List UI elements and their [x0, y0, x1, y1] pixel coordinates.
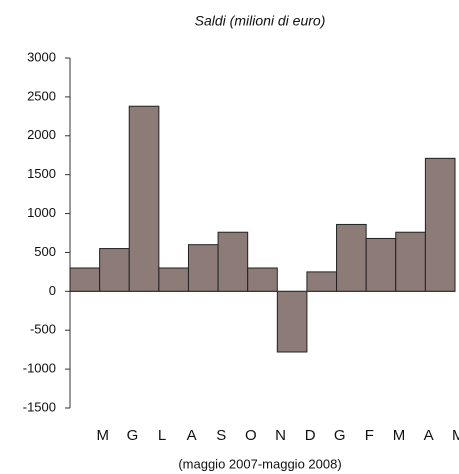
- y-tick-label: 3000: [27, 49, 56, 64]
- bar: [306, 271, 338, 292]
- y-tick-label: 500: [34, 244, 56, 259]
- x-tick-label: N: [275, 427, 286, 444]
- x-axis-label: (maggio 2007-maggio 2008): [178, 456, 341, 471]
- bar: [247, 267, 278, 292]
- bar: [276, 290, 308, 353]
- x-tick-label: G: [334, 427, 346, 444]
- bar: [424, 157, 456, 292]
- x-tick-label: M: [97, 427, 110, 444]
- x-tick-label: L: [158, 427, 166, 444]
- y-tick-label: -500: [30, 322, 56, 337]
- x-tick-label: A: [187, 427, 197, 444]
- bar: [395, 231, 426, 292]
- x-tick-label: M: [393, 427, 406, 444]
- x-tick-label: D: [305, 427, 316, 444]
- y-tick-label: 0: [49, 283, 56, 298]
- y-tick-label: 2500: [27, 88, 56, 103]
- bar: [69, 267, 101, 292]
- y-tick-label: 1000: [27, 205, 56, 220]
- bar: [128, 105, 160, 292]
- x-tick-label: G: [127, 427, 139, 444]
- chart-title: Saldi (milioni di euro): [195, 13, 326, 29]
- bar: [217, 231, 249, 292]
- y-tick-label: -1000: [23, 361, 56, 376]
- y-tick-label: -1500: [23, 399, 56, 414]
- x-tick-label: S: [216, 427, 226, 444]
- y-tick-label: 2000: [27, 127, 56, 142]
- x-tick-label: M: [452, 427, 459, 444]
- x-tick-label: A: [424, 427, 434, 444]
- bar: [336, 223, 367, 292]
- bar: [99, 248, 130, 292]
- x-tick-label: O: [245, 427, 257, 444]
- y-tick-label: 1500: [27, 166, 56, 181]
- bar: [187, 244, 219, 292]
- bar: [365, 237, 397, 292]
- bar: [158, 267, 189, 292]
- x-tick-label: F: [365, 427, 374, 444]
